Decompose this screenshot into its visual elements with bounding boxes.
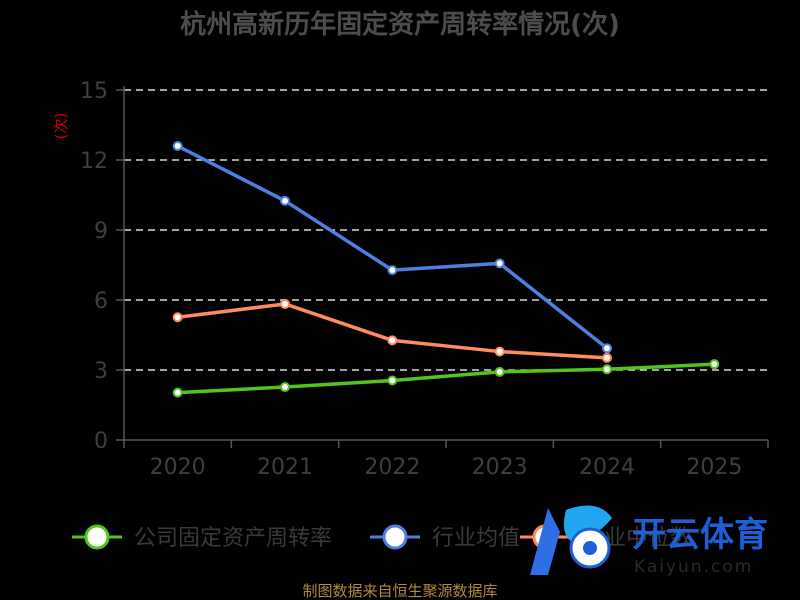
data-point [172, 141, 183, 151]
data-point [602, 343, 612, 354]
legend-label: 公司固定资产周转率 [134, 526, 332, 551]
x-tick-label: 2021 [257, 455, 313, 480]
x-tick-label: 2023 [472, 455, 528, 480]
data-point [494, 258, 505, 269]
data-point [494, 346, 505, 357]
legend-swatch-marker [84, 524, 110, 550]
series-path [177, 302, 608, 360]
watermark-logo: 开云体育 Kaiyun.com [530, 505, 768, 577]
logo-k-arm [564, 505, 612, 542]
source-note: 制图数据来自恒生聚源数据库 [302, 582, 497, 600]
y-tick-label: 9 [94, 219, 108, 244]
data-point [709, 359, 720, 370]
y-tick-label: 15 [80, 79, 108, 104]
x-tick-labels: 2020 2021 2022 2023 2024 2025 [123, 440, 769, 480]
series-path [177, 362, 715, 395]
data-point [387, 265, 398, 276]
data-point [387, 335, 398, 346]
y-tick-label: 12 [80, 149, 108, 174]
y-tick-label: 3 [94, 359, 108, 384]
soccer-ball-patch [583, 541, 597, 555]
data-point [280, 195, 290, 206]
y-tick-label: 6 [94, 289, 108, 314]
x-tick-label: 2020 [150, 455, 206, 480]
series-line-0 [172, 359, 720, 398]
data-point [280, 298, 290, 309]
watermark-text-cn: 开云体育 [632, 515, 768, 555]
series-line-1 [172, 141, 612, 354]
y-tick-labels: 0 3 6 9 12 15 [80, 79, 124, 454]
data-point [172, 387, 183, 398]
legend-label: 行业均值 [432, 526, 520, 551]
data-point [280, 382, 290, 393]
data-point [602, 364, 612, 375]
grid-lines [124, 89, 768, 371]
series-path [176, 144, 609, 350]
x-tick-label: 2024 [579, 455, 635, 480]
x-tick-label: 2022 [364, 455, 420, 480]
data-point [602, 352, 612, 363]
series-line-2 [172, 298, 612, 363]
axes [123, 86, 768, 441]
chart-title: 杭州高新历年固定资产周转率情况(次) [180, 9, 620, 40]
x-tick-label: 2025 [686, 455, 742, 480]
data-point [172, 312, 183, 323]
y-unit-label: (次) [52, 113, 70, 140]
series-group [172, 141, 720, 398]
legend-item-1: 行业均值 [370, 524, 520, 551]
legend-swatch-marker [382, 524, 408, 550]
watermark-text-en: Kaiyun.com [634, 557, 753, 577]
data-point [494, 366, 505, 377]
logo-k-stem [530, 508, 560, 575]
data-point [387, 375, 398, 386]
legend-item-0: 公司固定资产周转率 [72, 524, 332, 551]
y-tick-label: 0 [94, 429, 108, 454]
